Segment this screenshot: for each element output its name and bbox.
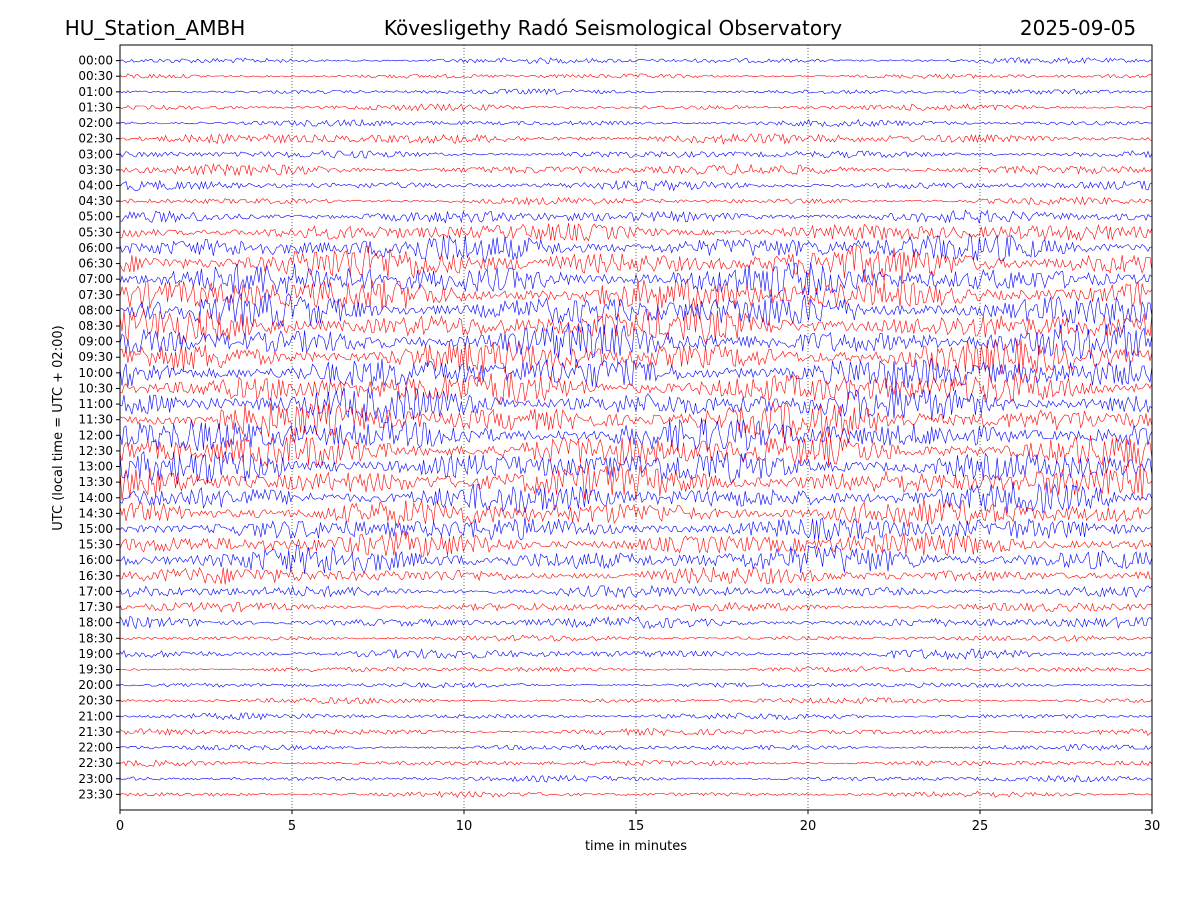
y-tick-label: 16:00 <box>78 553 113 567</box>
y-tick-label: 18:30 <box>78 631 113 645</box>
trace-line <box>120 712 1152 721</box>
y-tick-label: 04:30 <box>78 194 113 208</box>
y-tick-label: 14:30 <box>78 506 113 520</box>
y-tick-label: 20:00 <box>78 678 113 692</box>
trace-line <box>120 73 1152 79</box>
y-tick-label: 20:30 <box>78 694 113 708</box>
y-tick-label: 05:00 <box>78 210 113 224</box>
station-label: HU_Station_AMBH <box>65 16 245 40</box>
y-tick-label: 12:00 <box>78 428 113 442</box>
y-tick-label: 15:00 <box>78 522 113 536</box>
trace-line <box>120 417 1152 452</box>
x-tick-label: 15 <box>628 819 645 834</box>
y-tick-label: 17:00 <box>78 584 113 598</box>
trace-line <box>120 566 1152 585</box>
y-tick-label: 17:30 <box>78 600 113 614</box>
x-axis: 0 5 10 15 20 25 30 <box>116 810 1160 834</box>
y-tick-label: 08:00 <box>78 303 113 317</box>
x-tick-label: 25 <box>972 819 989 834</box>
trace-line <box>120 681 1152 689</box>
y-tick-label: 14:00 <box>78 491 113 505</box>
y-tick-label: 13:30 <box>78 475 113 489</box>
trace-line <box>120 103 1152 112</box>
y-tick-label: 10:30 <box>78 381 113 395</box>
trace-line <box>120 530 1152 558</box>
trace-line <box>120 774 1152 783</box>
y-tick-label: 01:00 <box>78 85 113 99</box>
trace-line <box>120 323 1152 359</box>
y-tick-label: 16:30 <box>78 569 113 583</box>
y-tick-label: 06:00 <box>78 241 113 255</box>
trace-line <box>120 149 1152 159</box>
chart-title: Kövesligethy Radó Seismological Observat… <box>384 16 842 40</box>
y-tick-label: 19:30 <box>78 662 113 676</box>
x-tick-label: 10 <box>456 819 473 834</box>
x-tick-label: 5 <box>288 819 296 834</box>
y-tick-label: 00:00 <box>78 54 113 68</box>
x-tick-label: 20 <box>800 819 817 834</box>
y-tick-label: 23:30 <box>78 787 113 801</box>
y-tick-label: 22:00 <box>78 741 113 755</box>
y-tick-label: 23:00 <box>78 772 113 786</box>
y-tick-label: 07:30 <box>78 288 113 302</box>
y-tick-label: 03:00 <box>78 147 113 161</box>
y-tick-label: 15:30 <box>78 538 113 552</box>
y-tick-label: 10:00 <box>78 366 113 380</box>
y-axis-label: UTC (local time = UTC + 02:00) <box>51 325 66 530</box>
y-tick-label: 13:00 <box>78 460 113 474</box>
y-tick-label: 02:30 <box>78 132 113 146</box>
y-tick-label: 22:30 <box>78 756 113 770</box>
y-tick-label: 01:30 <box>78 100 113 114</box>
y-tick-label: 21:00 <box>78 709 113 723</box>
y-tick-label: 11:30 <box>78 413 113 427</box>
trace-line <box>120 278 1152 311</box>
trace-line <box>120 371 1152 406</box>
y-tick-label: 09:00 <box>78 335 113 349</box>
y-tick-label: 00:30 <box>78 69 113 83</box>
y-tick-label: 19:00 <box>78 647 113 661</box>
date-label: 2025-09-05 <box>1020 16 1136 40</box>
y-tick-label: 03:30 <box>78 163 113 177</box>
y-tick-label: 09:30 <box>78 350 113 364</box>
trace-line <box>120 196 1152 206</box>
y-tick-label: 06:30 <box>78 257 113 271</box>
y-tick-label: 11:00 <box>78 397 113 411</box>
trace-line <box>120 88 1152 96</box>
y-tick-label: 02:00 <box>78 116 113 130</box>
y-tick-label: 08:30 <box>78 319 113 333</box>
y-tick-label: 07:00 <box>78 272 113 286</box>
x-axis-label: time in minutes <box>585 839 687 854</box>
trace-line <box>120 223 1152 242</box>
trace-line <box>120 163 1152 177</box>
x-tick-label: 0 <box>116 819 124 834</box>
y-tick-label: 18:00 <box>78 616 113 630</box>
y-tick-label: 12:30 <box>78 444 113 458</box>
x-tick-label: 30 <box>1144 819 1161 834</box>
trace-line <box>120 339 1152 375</box>
y-tick-label: 04:00 <box>78 179 113 193</box>
y-tick-label: 05:30 <box>78 225 113 239</box>
y-tick-label: 21:30 <box>78 725 113 739</box>
